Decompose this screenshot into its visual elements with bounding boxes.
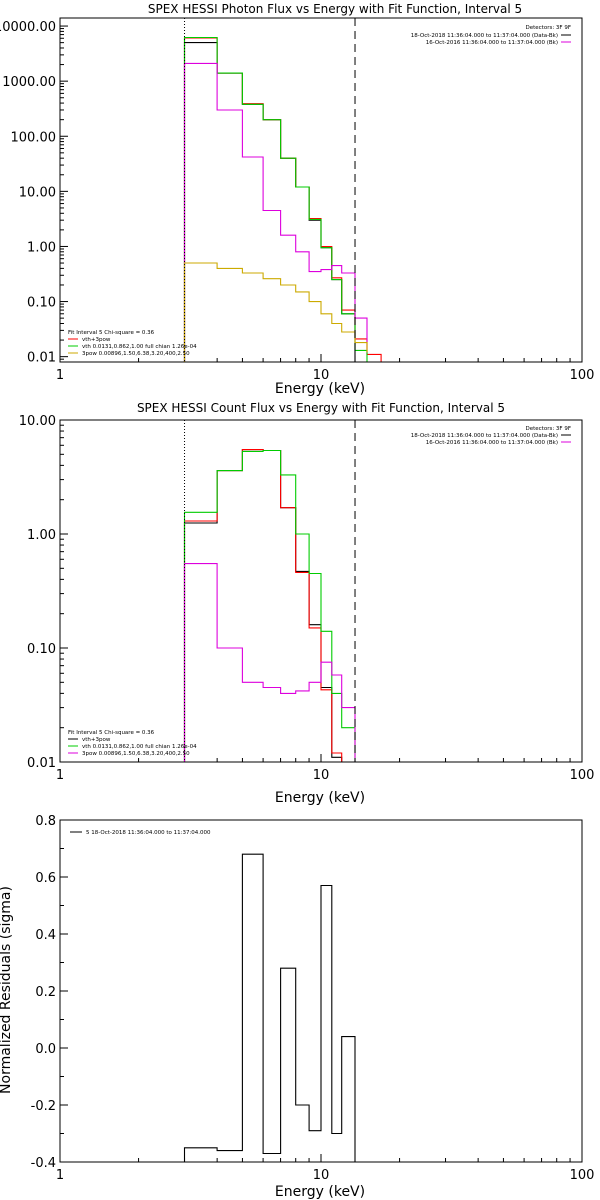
count-chart-title: SPEX HESSI Count Flux vs Energy with Fit… [137, 401, 505, 415]
count-x-tick-label: 100 [570, 768, 595, 783]
photon-y-tick-label: 10000.00 [0, 20, 56, 35]
photon-x-tick-label: 1 [56, 368, 64, 383]
count-data-interval-label: 18-Oct-2018 11:36:04.000 to 11:37:04.000… [411, 433, 558, 439]
photon-x-tick-label: 10 [313, 368, 330, 383]
photon-series-group [183, 36, 382, 362]
residuals-y-tick-label: 0.8 [35, 814, 56, 829]
residuals-series-group [183, 853, 356, 1162]
residuals-y-tick-label: -0.4 [31, 1156, 56, 1171]
residuals-y-ticks: -0.4 -0.2 0.0 0.2 0.4 0.6 0.8 [31, 814, 68, 1171]
photon-y-tick-label: 0.01 [27, 351, 56, 366]
residuals-y-axis-label: Normalized Residuals (sigma) [0, 886, 14, 1094]
count-x-tick-label: 1 [56, 768, 64, 783]
photon-y-tick-label: 10.00 [19, 185, 56, 200]
count-series-line-2 [183, 449, 356, 762]
photon-fit-3pow-label: 3pow 0.00896,1.50,6.38,3.20,400,2.50 [82, 351, 190, 357]
count-y-ticks: 0.01 0.10 1.00 10.00 [19, 414, 68, 771]
photon-y-ticks: 0.01 0.10 1.00 10.00 100.00 1000.00 10000.00 [0, 20, 68, 366]
photon-flux-panel: SPEX HESSI Photon Flux vs Energy with Fi… [0, 2, 594, 397]
photon-y-tick-label: 100.00 [11, 130, 57, 145]
count-flux-panel: SPEX HESSI Count Flux vs Energy with Fit… [19, 401, 595, 806]
photon-x-ticks: 1 10 100 [56, 354, 595, 383]
count-range-lines [184, 420, 356, 762]
count-fit-3pow-label: 3pow 0.00896,1.50,6.38,3.20,400,2.50 [82, 751, 190, 757]
photon-detectors-label: Detectors: 3F 9F [525, 25, 571, 31]
count-y-tick-label: 1.00 [27, 528, 56, 543]
count-series-line-3 [183, 563, 356, 762]
count-y-tick-label: 0.10 [27, 642, 56, 657]
photon-y-tick-label: 1000.00 [2, 75, 56, 90]
photon-range-lines [184, 18, 356, 362]
count-detectors-label: Detectors: 3F 9F [525, 426, 571, 432]
count-x-tick-label: 10 [313, 768, 330, 783]
residuals-x-tick-label: 100 [570, 1168, 595, 1183]
count-bk-interval-label: 16-Oct-2016 11:36:04.000 to 11:37:04.000… [426, 440, 558, 446]
count-series-line-0 [183, 449, 355, 763]
photon-x-axis-label: Energy (keV) [275, 381, 365, 397]
photon-data-interval-label: 18-Oct-2018 11:36:04.000 to 11:37:04.000… [411, 33, 558, 39]
residuals-y-tick-label: 0.6 [35, 871, 56, 886]
count-plot-frame [59, 419, 583, 763]
residuals-x-ticks: 1 10 100 [56, 1154, 595, 1183]
photon-series-line-2 [183, 36, 368, 362]
residuals-y-tick-label: 0.4 [35, 928, 56, 943]
photon-y-tick-label: 0.10 [27, 296, 56, 311]
count-y-tick-label: 0.01 [27, 756, 56, 771]
residuals-x-tick-label: 1 [56, 1168, 64, 1183]
residuals-x-axis-label: Energy (keV) [275, 1184, 365, 1200]
photon-bk-interval-label: 16-Oct-2016 11:36:04.000 to 11:37:04.000… [426, 40, 558, 46]
photon-x-tick-label: 100 [570, 368, 595, 383]
photon-y-tick-label: 1.00 [27, 240, 56, 255]
photon-series-line-3 [183, 62, 368, 362]
count-series-group [183, 449, 356, 763]
count-fit-header: Fit Interval 5 Chi-square = 0.36 [68, 730, 155, 736]
residuals-y-tick-label: 0.0 [35, 1042, 56, 1057]
photon-series-line-4 [183, 262, 368, 362]
photon-fit-total-label: vth+3pow [82, 337, 111, 343]
residuals-y-tick-label: -0.2 [31, 1099, 56, 1114]
count-y-tick-label: 10.00 [19, 414, 56, 429]
photon-plot-frame [59, 17, 583, 363]
count-fit-vth-label: vth 0.0131,0.862,1.00 full chian 1.26e-0… [82, 744, 197, 750]
count-series-line-1 [183, 449, 355, 763]
residuals-y-tick-label: 0.2 [35, 985, 56, 1000]
count-fit-total-label: vth+3pow [82, 737, 111, 743]
residuals-plot-frame [59, 819, 583, 1163]
residuals-series-line-0 [183, 853, 356, 1162]
residuals-panel: -0.4 -0.2 0.0 0.2 0.4 0.6 0.8 1 10 100 Energy (k… [0, 814, 594, 1200]
count-x-ticks: 1 10 100 [56, 754, 595, 783]
count-x-axis-label: Energy (keV) [275, 790, 365, 806]
photon-chart-title: SPEX HESSI Photon Flux vs Energy with Fi… [148, 2, 522, 16]
residuals-x-tick-label: 10 [313, 1168, 330, 1183]
photon-fit-vth-label: vth 0.0131,0.862,1.00 full chian 1.26e-0… [82, 344, 197, 350]
photon-fit-header: Fit Interval 5 Chi-square = 0.36 [68, 330, 155, 336]
residuals-legend-label: 5 18-Oct-2018 11:36:04.000 to 11:37:04.0… [86, 830, 211, 836]
